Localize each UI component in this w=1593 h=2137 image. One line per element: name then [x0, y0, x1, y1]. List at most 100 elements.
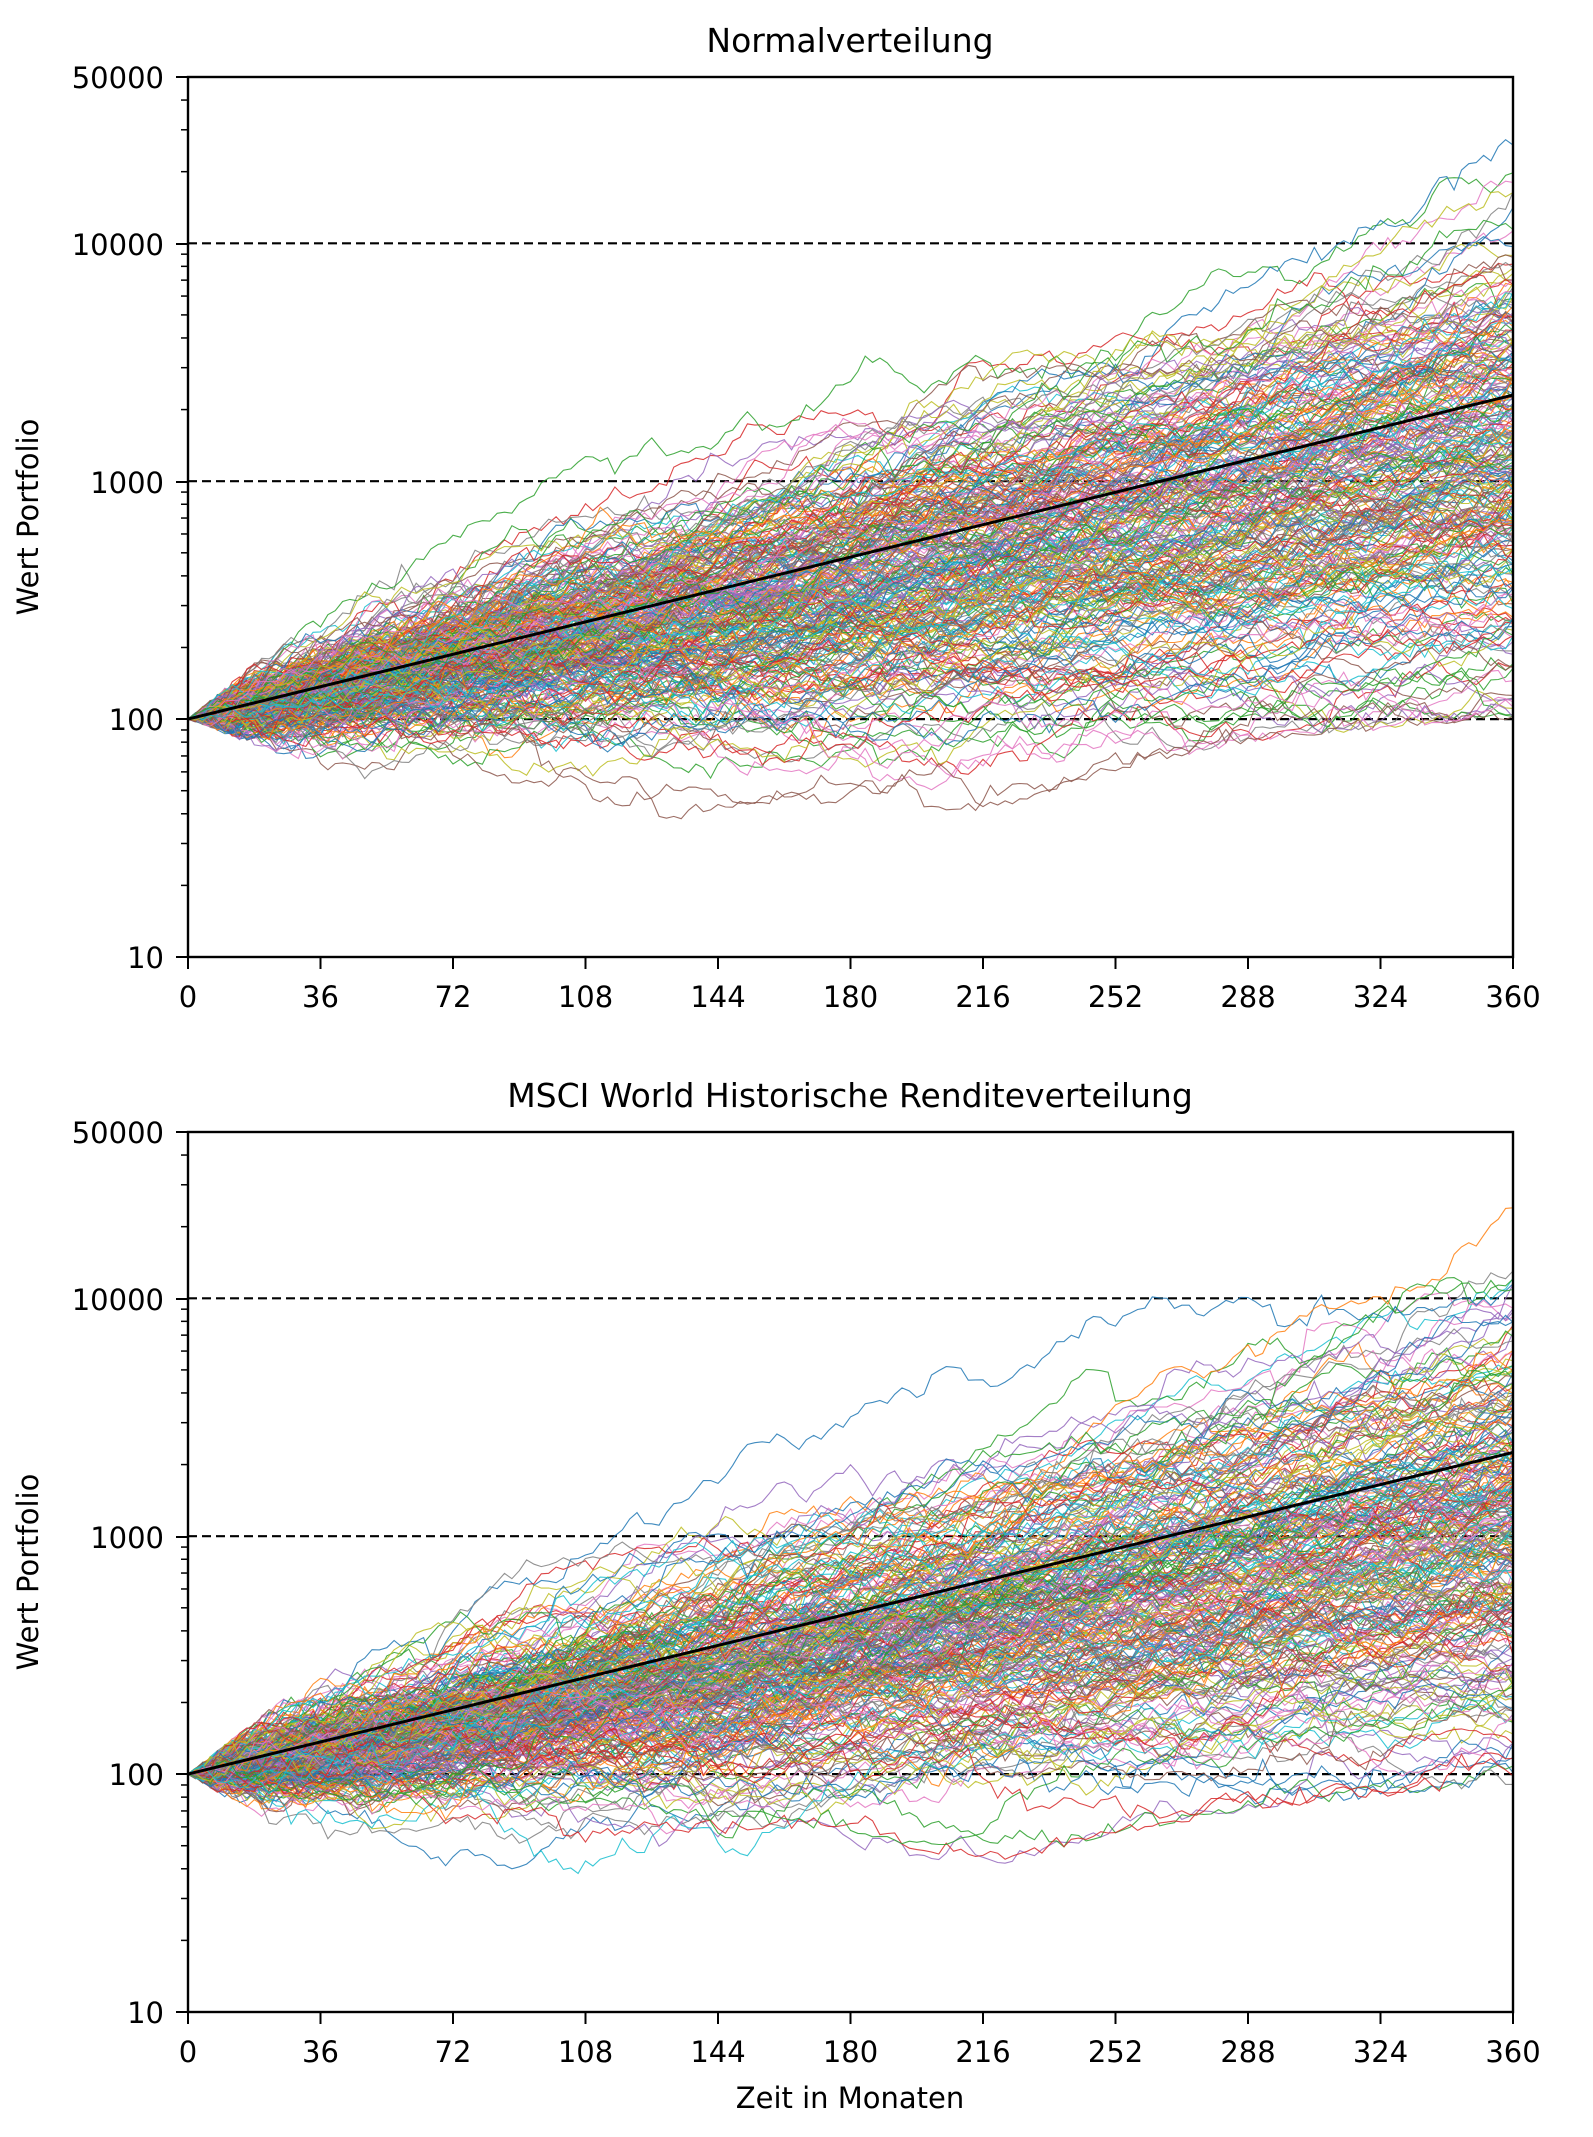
simulation-path: [187, 1416, 1514, 1775]
simulation-path: [187, 1523, 1514, 1783]
x-tick-label: 144: [690, 2035, 745, 2069]
chart-title: MSCI World Historische Renditeverteilung: [507, 1076, 1193, 1115]
simulation-path: [187, 1493, 1514, 1782]
simulation-path: [187, 491, 1514, 723]
simulation-path: [187, 501, 1514, 746]
simulation-path: [187, 1684, 1514, 1846]
x-tick-label: 324: [1353, 980, 1408, 1014]
simulation-path: [187, 1562, 1514, 1786]
simulation-path: [187, 524, 1514, 751]
simulation-path: [187, 340, 1514, 721]
simulation-path: [187, 311, 1514, 720]
simulation-path: [187, 1689, 1514, 1801]
simulation-path: [187, 377, 1514, 721]
simulation-path: [187, 509, 1514, 725]
simulation-path: [187, 395, 1514, 721]
x-tick-label: 288: [1220, 980, 1275, 1014]
simulation-path: [187, 1411, 1514, 1782]
chart-msci-world: MSCI World Historische Renditeverteilung…: [11, 1076, 1541, 2115]
simulation-path: [187, 362, 1514, 720]
simulation-path: [187, 1412, 1514, 1778]
simulation-path: [187, 172, 1514, 720]
x-tick-label: 36: [302, 2035, 339, 2069]
simulation-path: [187, 519, 1514, 756]
simulation-path: [187, 554, 1514, 734]
simulation-path: [187, 563, 1514, 750]
simulation-path: [187, 1480, 1514, 1775]
simulation-path: [187, 419, 1514, 732]
simulation-path: [187, 1391, 1514, 1775]
simulation-paths: [187, 138, 1514, 820]
y-tick-label: 50000: [72, 61, 164, 95]
simulation-path: [187, 1385, 1514, 1776]
simulation-path: [187, 616, 1514, 753]
simulation-path: [187, 351, 1514, 720]
simulation-path: [187, 388, 1514, 720]
simulation-path: [187, 488, 1514, 726]
simulation-path: [187, 305, 1514, 720]
y-axis-label: Wert Portfolio: [11, 419, 45, 616]
simulation-path: [187, 476, 1514, 720]
simulation-path: [187, 343, 1514, 720]
y-tick-label: 100: [109, 1758, 164, 1792]
y-axis: 10 100 1000 10000 50000: [72, 61, 188, 975]
simulation-path: [187, 1557, 1514, 1793]
chart-title: Normalverteilung: [706, 21, 993, 60]
simulation-path: [187, 697, 1514, 780]
simulation-path: [187, 447, 1514, 720]
simulation-path: [187, 1279, 1514, 1775]
simulation-path: [187, 539, 1514, 736]
x-axis: 0 36 72 108 144 180 216 252 288 324 360: [179, 2012, 1541, 2069]
x-tick-label: 252: [1088, 980, 1143, 1014]
x-tick-label: 216: [955, 980, 1010, 1014]
y-tick-label: 100: [109, 703, 164, 737]
x-tick-label: 72: [435, 2035, 472, 2069]
median-line: [187, 393, 1514, 721]
simulation-path: [187, 1507, 1514, 1775]
y-minor-ticks: [181, 1131, 188, 1942]
simulation-path: [187, 1489, 1514, 1781]
x-tick-label: 180: [823, 980, 878, 1014]
simulation-path: [187, 506, 1514, 759]
y-axis-label: Wert Portfolio: [11, 1474, 45, 1671]
x-axis: 0 36 72 108 144 180 216 252 288 324 360: [179, 957, 1541, 1014]
simulation-path: [187, 1375, 1514, 1775]
x-tick-label: 216: [955, 2035, 1010, 2069]
simulation-path: [187, 627, 1514, 739]
x-tick-label: 108: [558, 2035, 613, 2069]
simulation-path: [187, 376, 1514, 720]
y-tick-label: 10: [127, 1996, 164, 2030]
simulation-path: [187, 452, 1514, 726]
y-tick-label: 10000: [72, 1283, 164, 1317]
simulation-path: [187, 515, 1514, 759]
x-tick-label: 72: [435, 980, 472, 1014]
simulation-path: [187, 1608, 1514, 1807]
simulation-path: [187, 1555, 1514, 1787]
simulation-path: [187, 1283, 1514, 1775]
simulation-path: [187, 584, 1514, 724]
chart-normalverteilung: Normalverteilung Wert Portfolio 10 100 1…: [11, 21, 1541, 1014]
simulation-path: [187, 1688, 1514, 1844]
y-tick-label: 10000: [72, 228, 164, 262]
simulation-path: [187, 436, 1514, 752]
simulation-path: [187, 1314, 1514, 1775]
simulation-path: [187, 315, 1514, 734]
simulation-path: [187, 1477, 1514, 1780]
simulation-path: [188, 462, 1514, 753]
y-axis: 10 100 1000 10000 50000: [72, 1116, 188, 2030]
simulation-path: [187, 412, 1514, 727]
simulation-path: [187, 425, 1514, 721]
simulation-path: [187, 278, 1514, 720]
simulation-path: [187, 451, 1514, 738]
median-line: [187, 1450, 1514, 1776]
simulation-path: [187, 411, 1514, 739]
simulation-path: [187, 585, 1514, 746]
simulation-path: [187, 353, 1514, 720]
simulation-path: [187, 668, 1514, 766]
x-tick-label: 36: [302, 980, 339, 1014]
simulation-path: [187, 1747, 1514, 1860]
x-tick-label: 288: [1220, 2035, 1275, 2069]
simulation-path: [187, 421, 1514, 733]
simulation-path: [187, 470, 1514, 736]
simulation-path: [187, 352, 1514, 723]
